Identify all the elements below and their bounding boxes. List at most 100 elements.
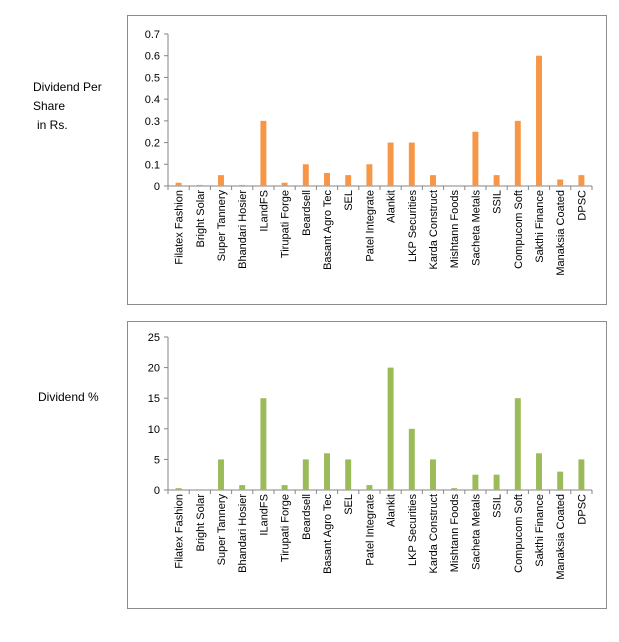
chart-panel-dividend-percent xyxy=(127,321,607,609)
bar xyxy=(430,175,436,186)
category-label: SSIL xyxy=(492,494,504,518)
category-label: DPSC xyxy=(576,494,588,525)
category-label: ILandFS xyxy=(258,190,270,232)
bar xyxy=(302,164,309,186)
label-line-1: Dividend Per xyxy=(33,80,102,94)
category-label: Basant Agro Tec xyxy=(322,190,334,270)
bar xyxy=(387,367,394,490)
category-label: ILandFS xyxy=(258,494,270,536)
bar xyxy=(578,175,585,186)
category-label: Sacheta Metals xyxy=(470,494,482,570)
category-label: Beardsell xyxy=(301,494,313,540)
category-label: Mishtann Foods xyxy=(449,190,461,269)
bar xyxy=(557,179,564,186)
category-label: LKP Securities xyxy=(407,494,419,566)
category-label: LKP Securities xyxy=(407,190,419,262)
category-label: Tirupati Forge xyxy=(280,494,292,562)
y-tick-label: 0.1 xyxy=(145,159,160,171)
category-label: Bright Solar xyxy=(195,494,207,552)
bar xyxy=(281,485,288,490)
category-label: Super Tannery xyxy=(216,190,228,262)
bar xyxy=(218,459,224,490)
bar xyxy=(514,120,521,186)
y-tick-label: 15 xyxy=(148,393,160,405)
category-label: Sacheta Metals xyxy=(470,190,482,266)
label-line-3: in Rs. xyxy=(37,118,68,132)
bar xyxy=(260,398,267,490)
y-tick-label: 0 xyxy=(154,485,160,497)
y-tick-label: 20 xyxy=(148,363,160,375)
y-tick-label: 0.7 xyxy=(145,29,160,41)
bar xyxy=(472,131,479,186)
y-tick-label: 5 xyxy=(154,454,160,466)
bar xyxy=(430,459,436,490)
category-label: Compucom Soft xyxy=(513,494,525,573)
category-label: Sakthi Finance xyxy=(534,494,546,567)
dividend-per-share-label: Dividend Per Share in Rs. xyxy=(33,78,123,135)
category-label: Karda Construct xyxy=(428,190,440,269)
bar xyxy=(324,172,330,186)
bar xyxy=(239,485,246,490)
category-label: Alankit xyxy=(386,190,398,223)
bar xyxy=(408,142,415,186)
category-label: Bright Solar xyxy=(195,190,207,248)
category-label: Karda Construct xyxy=(428,494,440,573)
bar xyxy=(366,164,373,186)
y-tick-label: 0.5 xyxy=(145,72,160,84)
category-label: SSIL xyxy=(492,190,504,214)
bar xyxy=(302,459,309,490)
category-label: Bhandari Hosier xyxy=(237,190,249,269)
y-tick-label: 0.2 xyxy=(145,138,160,150)
y-tick-label: 0.3 xyxy=(145,116,160,128)
dividend-percent-label: Dividend % xyxy=(38,390,99,404)
bar xyxy=(493,474,500,490)
bar xyxy=(324,453,330,490)
category-label: Compucom Soft xyxy=(513,190,525,269)
category-label: DPSC xyxy=(576,190,588,221)
bar xyxy=(472,474,479,490)
bar xyxy=(366,485,373,490)
bar xyxy=(345,459,352,490)
category-label: Alankit xyxy=(386,494,398,527)
category-label: Patel Integrate xyxy=(364,494,376,566)
bar xyxy=(196,184,203,186)
category-label: Mishtann Foods xyxy=(449,494,461,573)
category-label: Basant Agro Tec xyxy=(322,494,334,574)
bar xyxy=(175,488,182,490)
category-label: Bhandari Hosier xyxy=(237,494,249,573)
bar xyxy=(514,398,521,490)
bar xyxy=(493,175,500,186)
bar xyxy=(387,142,394,186)
category-label: Manaksia Coated xyxy=(555,190,567,276)
bar xyxy=(239,184,246,186)
bar xyxy=(536,453,542,490)
category-label: Beardsell xyxy=(301,190,313,236)
bar xyxy=(536,55,542,186)
y-tick-label: 25 xyxy=(148,332,160,344)
category-label: SEL xyxy=(343,190,355,211)
category-label: Filatex Fashion xyxy=(174,494,186,569)
bar xyxy=(557,471,564,490)
label-line-2: Share xyxy=(33,99,66,113)
bar xyxy=(218,175,224,186)
y-tick-label: 10 xyxy=(148,424,160,436)
bar xyxy=(408,428,415,490)
chart-panel-dividend-per-share xyxy=(127,15,607,305)
bar xyxy=(175,182,182,186)
bar xyxy=(281,182,288,186)
category-label: Filatex Fashion xyxy=(174,190,186,265)
bar xyxy=(260,120,267,186)
category-label: Tirupati Forge xyxy=(280,190,292,258)
category-label: Sakthi Finance xyxy=(534,190,546,263)
category-label: Manaksia Coated xyxy=(555,494,567,580)
y-tick-label: 0 xyxy=(154,181,160,193)
category-label: Super Tannery xyxy=(216,494,228,566)
bar xyxy=(451,488,458,490)
bar xyxy=(345,175,352,186)
bar xyxy=(578,459,585,490)
y-tick-label: 0.4 xyxy=(145,94,160,106)
y-tick-label: 0.6 xyxy=(145,51,160,63)
category-label: SEL xyxy=(343,494,355,515)
category-label: Patel Integrate xyxy=(364,190,376,262)
